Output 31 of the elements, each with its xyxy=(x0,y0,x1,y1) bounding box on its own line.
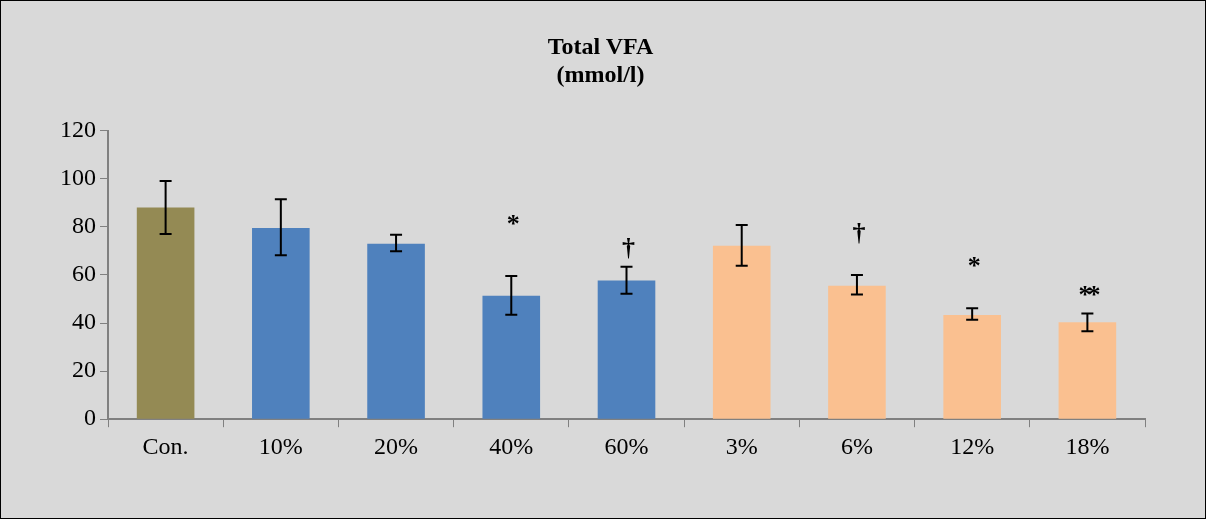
data-label: † xyxy=(852,217,866,247)
y-tick-label: 100 xyxy=(60,164,96,190)
chart-title: Total VFA (mmol/l) xyxy=(547,32,654,88)
bar xyxy=(828,285,886,419)
x-tick-label: 18% xyxy=(1065,432,1110,459)
x-tick-label: 10% xyxy=(258,432,303,459)
y-tick-label: 0 xyxy=(84,404,96,431)
data-label: * xyxy=(967,251,980,281)
bar xyxy=(367,243,425,419)
bar xyxy=(252,228,310,419)
x-tick-label: 6% xyxy=(840,432,873,459)
data-label: ** xyxy=(1078,280,1100,310)
bar xyxy=(136,207,195,419)
y-tick-label: 20 xyxy=(72,356,96,383)
y-tick-label: 60 xyxy=(72,260,96,287)
bar xyxy=(712,245,771,419)
bar xyxy=(597,280,656,419)
data-label: * xyxy=(506,209,519,239)
x-tick-label: 20% xyxy=(374,432,419,459)
x-tick-label: 12% xyxy=(950,432,995,459)
data-label: † xyxy=(622,233,635,263)
y-tick-label: 40 xyxy=(72,308,96,335)
x-tick-label: Con. xyxy=(142,432,189,459)
y-tick-label: 120 xyxy=(60,115,96,142)
x-tick-label: 3% xyxy=(725,432,758,459)
x-tick-label: 60% xyxy=(604,432,649,459)
y-tick-label: 80 xyxy=(72,212,96,239)
bar xyxy=(482,295,541,419)
bar xyxy=(943,315,1001,419)
bar xyxy=(1058,322,1117,419)
x-tick-label: 40% xyxy=(489,432,534,459)
